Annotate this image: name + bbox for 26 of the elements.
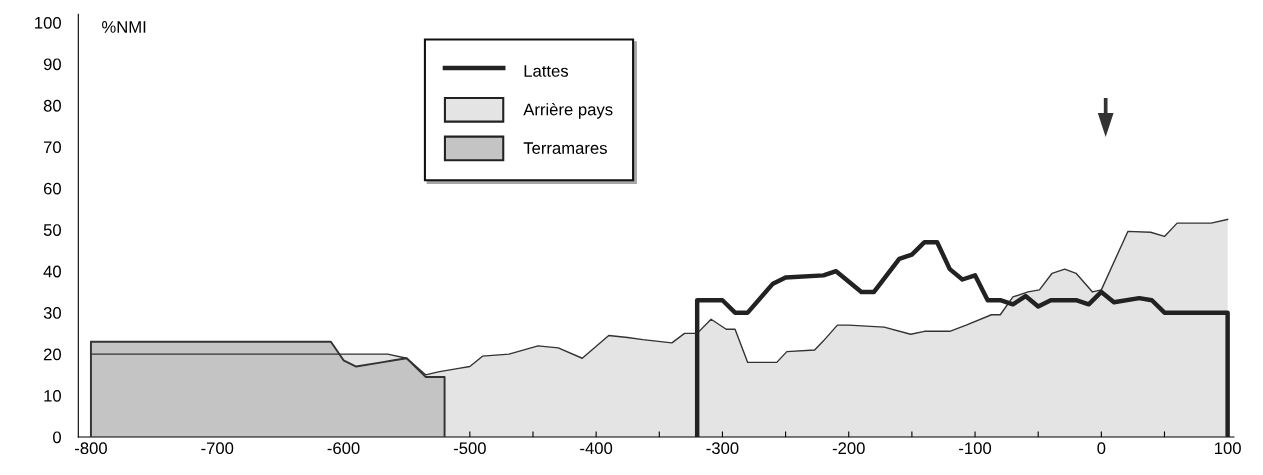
x-tick-label: -800 bbox=[75, 442, 107, 455]
legend-label: Lattes bbox=[524, 65, 569, 77]
x-tick-label: -700 bbox=[201, 442, 234, 455]
y-tick-label: 10 bbox=[44, 389, 61, 402]
line-series bbox=[694, 239, 1230, 437]
x-tick-label: -600 bbox=[327, 442, 360, 455]
y-tick-label: 50 bbox=[43, 224, 61, 236]
x-tick-label: 0 bbox=[1097, 442, 1106, 455]
x-tick-label: -500 bbox=[453, 442, 486, 455]
y-axis-title: %NMI bbox=[102, 21, 146, 33]
y-tick-label: 90 bbox=[43, 58, 61, 71]
y-tick-label: 60 bbox=[43, 182, 61, 195]
x-tick-label: -400 bbox=[580, 442, 613, 455]
y-tick-label: 30 bbox=[43, 307, 61, 319]
legend-label: Arrière pays bbox=[523, 102, 613, 119]
y-tick-label: 20 bbox=[43, 348, 61, 361]
y-tick-label: 40 bbox=[43, 265, 61, 278]
y-tick-label: 70 bbox=[43, 141, 61, 154]
x-tick-label: -200 bbox=[832, 442, 865, 455]
y-tick-label: 100 bbox=[35, 16, 61, 29]
y-tick-label: 80 bbox=[43, 99, 61, 112]
y-tick-label: 0 bbox=[53, 431, 61, 444]
x-tick-label: 100 bbox=[1215, 442, 1241, 455]
x-tick-label: -100 bbox=[959, 442, 992, 455]
x-tick-label: -300 bbox=[706, 442, 739, 455]
legend-label: Terramares bbox=[523, 142, 607, 154]
